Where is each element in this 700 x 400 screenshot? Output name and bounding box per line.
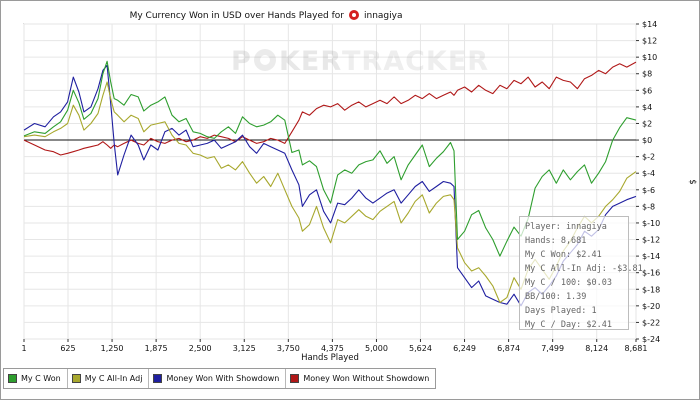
chart-title: My Currency Won in USD over Hands Played…: [130, 11, 345, 21]
y-tick-label: $-10: [642, 219, 660, 228]
y-tick-label: $-24: [642, 335, 660, 344]
x-tick-label: 6,874: [497, 344, 520, 353]
x-tick-label: 4,375: [321, 344, 344, 353]
svg-text:TRACKER: TRACKER: [342, 46, 489, 77]
y-axis: $14 $12 $10 $8 $6 $4 $2 $0 $-2 $-4 $-6 $-8 $-10 $-12 $…: [636, 20, 660, 344]
x-tick-label: 3,125: [233, 344, 256, 353]
y-tick-label: $2: [642, 119, 652, 128]
x-tick-label: 7,499: [541, 344, 564, 353]
x-tick-label: 625: [60, 344, 75, 353]
y-tick-label: $-2: [642, 153, 655, 162]
tooltip-line: My C Won: $2.41: [525, 250, 602, 260]
series-line-money-won-without-showdown: [23, 61, 637, 156]
tooltip-line: Hands: 8,681: [525, 236, 587, 246]
y-tick-label: $-6: [642, 186, 655, 195]
legend-item[interactable]: Money Won With Showdown: [149, 369, 287, 388]
tooltip-line: My C All-In Adj: -$3.81: [525, 264, 643, 274]
y-tick-label: $4: [642, 103, 652, 112]
legend-label: Money Won Without Showdown: [303, 374, 430, 383]
tooltip-line: Days Played: 1: [525, 306, 597, 316]
x-axis-label: Hands Played: [301, 353, 359, 363]
y-tick-label: $-16: [642, 269, 660, 278]
x-tick-label: 6,249: [453, 344, 476, 353]
hover-tooltip: Player: innagiya Hands: 8,681 My C Won: $2…: [519, 216, 643, 330]
watermark: P KER TRACKER: [231, 46, 489, 77]
y-tick-label: $6: [642, 86, 652, 95]
x-tick-label: 8,124: [585, 344, 608, 353]
x-tick-label: 1: [21, 344, 26, 353]
tooltip-line: My C / 100: $0.03: [525, 278, 612, 288]
y-tick-label: $12: [642, 37, 657, 46]
y-tick-label: $-12: [642, 236, 660, 245]
legend-item[interactable]: My C Won: [4, 369, 68, 388]
legend-item[interactable]: My C All-In Adj: [68, 369, 150, 388]
svg-text:KER: KER: [279, 46, 342, 77]
legend-label: Money Won With Showdown: [166, 374, 280, 383]
y-tick-label: $10: [642, 53, 657, 62]
y-tick-label: $14: [642, 20, 657, 29]
y-axis-label: $: [687, 179, 697, 184]
y-tick-label: $-14: [642, 252, 660, 261]
svg-text:P: P: [231, 46, 252, 77]
x-tick-label: 1,875: [145, 344, 168, 353]
y-tick-label: $-22: [642, 318, 660, 327]
legend-item[interactable]: Money Won Without Showdown: [286, 369, 435, 388]
y-tick-label: $8: [642, 70, 652, 79]
poker-chip-icon: [349, 10, 359, 20]
chart-title-player: innagiya: [364, 11, 402, 21]
legend-label: My C All-In Adj: [84, 374, 143, 383]
x-tick-label: 3,750: [277, 344, 300, 353]
legend-swatch: [153, 374, 163, 383]
legend-swatch: [290, 374, 300, 383]
x-tick-label: 8,681: [625, 344, 648, 353]
gridlines: [23, 23, 637, 340]
x-tick-label: 2,500: [189, 344, 212, 353]
tooltip-line: BB/100: 1.39: [525, 292, 587, 302]
y-tick-label: $0: [642, 136, 652, 145]
legend-swatch: [71, 374, 81, 383]
y-tick-label: $-20: [642, 302, 660, 311]
x-axis: 1 625 1,250 1,875 2,500 3,125 3,750 4,375 5,000 5…: [21, 339, 647, 353]
y-tick-label: $-4: [642, 169, 655, 178]
tooltip-line: My C / Day: $2.41: [525, 320, 612, 330]
x-tick-label: 5,000: [365, 344, 388, 353]
legend-swatch: [8, 374, 17, 383]
y-tick-label: $-18: [642, 285, 660, 294]
y-tick-label: $-8: [642, 202, 655, 211]
legend-label: My C Won: [21, 374, 61, 383]
legend: My C Won My C All-In Adj Money Won With Sh…: [3, 368, 437, 389]
tooltip-line: Player: innagiya: [525, 222, 607, 232]
x-tick-label: 1,250: [101, 344, 124, 353]
x-tick-label: 5,624: [409, 344, 432, 353]
